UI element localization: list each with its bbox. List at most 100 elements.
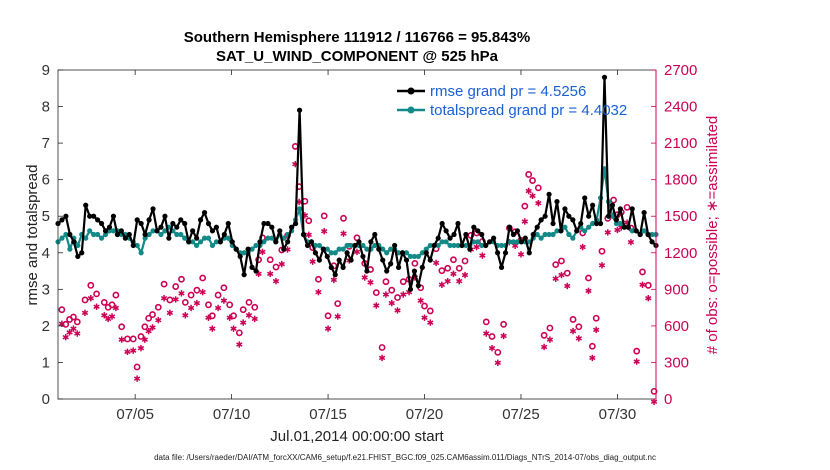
data-layer xyxy=(55,74,659,405)
asterisk-stroke xyxy=(382,292,390,297)
totalspread-point xyxy=(586,224,592,230)
rmse-point xyxy=(617,206,623,212)
obs-possible-marker xyxy=(235,329,243,337)
rmse-point xyxy=(625,224,631,230)
obs-assimilated-marker xyxy=(324,325,332,332)
obs-possible-marker xyxy=(540,331,548,339)
rmse-point xyxy=(328,264,334,270)
totalspread-point xyxy=(182,235,188,241)
totalspread-point xyxy=(364,246,370,252)
obs-assimilated-marker xyxy=(101,312,108,319)
rmse-point xyxy=(586,213,592,219)
asterisk-stroke xyxy=(479,253,486,258)
asterisk-stroke xyxy=(627,239,635,245)
rmse-point xyxy=(518,239,524,245)
y-axis-right-label: # of obs: o=possible; ∗=assimilated xyxy=(704,116,721,355)
obs-possible-marker xyxy=(340,214,347,222)
asterisk-stroke xyxy=(546,337,554,342)
obs-possible-marker xyxy=(529,177,536,184)
totalspread-point xyxy=(265,235,271,241)
rmse-point xyxy=(356,239,362,245)
totalspread-point xyxy=(178,231,184,238)
obs-possible-marker xyxy=(199,274,207,282)
asterisk-stroke xyxy=(494,360,501,366)
obs-possible-marker xyxy=(181,298,189,306)
y-right-tick-label: 2100 xyxy=(664,135,697,152)
rmse-point xyxy=(558,228,564,234)
totalspread-point xyxy=(197,239,204,245)
y-right-tick-label: 1800 xyxy=(664,172,697,189)
totalspread-point xyxy=(194,242,200,249)
rmse-point xyxy=(411,268,418,274)
asterisk-stroke xyxy=(575,336,583,341)
rmse-point xyxy=(376,246,382,252)
asterisk-stroke xyxy=(309,259,316,264)
rmse-point xyxy=(368,239,374,245)
obs-assimilated-marker xyxy=(130,347,137,354)
totalspread-point xyxy=(150,228,156,234)
obs-assimilated-marker xyxy=(456,277,463,285)
asterisk-stroke xyxy=(461,272,469,278)
rmse-point xyxy=(75,253,81,260)
obs-assimilated-marker xyxy=(400,291,407,298)
obs-possible-marker xyxy=(239,306,247,314)
rmse-point xyxy=(277,228,283,234)
obs-possible-marker xyxy=(426,307,434,315)
obs-possible-marker xyxy=(378,344,386,351)
obs-assimilated-marker xyxy=(87,295,94,302)
obs-possible-marker xyxy=(411,259,419,267)
asterisk-stroke xyxy=(101,313,108,318)
totalspread-point xyxy=(439,239,445,245)
x-tick-label: 07/15 xyxy=(309,406,347,423)
rmse-point xyxy=(597,220,604,227)
rmse-point xyxy=(506,224,513,230)
totalspread-point xyxy=(582,228,588,234)
rmse-point xyxy=(467,246,473,252)
obs-possible-marker xyxy=(482,318,490,326)
rmse-point xyxy=(388,261,394,267)
obs-possible-marker xyxy=(315,275,322,283)
asterisk-stroke xyxy=(112,305,120,311)
obs-possible-marker xyxy=(650,387,658,395)
rmse-point xyxy=(324,253,330,260)
asterisk-stroke xyxy=(251,316,258,322)
asterisk-stroke xyxy=(278,261,285,267)
totalspread-point xyxy=(348,242,354,249)
obs-assimilated-marker xyxy=(334,313,341,320)
totalspread-point xyxy=(360,242,366,249)
totalspread-point xyxy=(613,220,619,227)
obs-assimilated-marker xyxy=(240,319,247,326)
totalspread-point xyxy=(570,235,576,241)
y-right-tick-label: 1200 xyxy=(664,245,697,262)
rmse-point xyxy=(162,213,168,219)
asterisk-stroke xyxy=(450,271,457,277)
asterisk-stroke xyxy=(193,300,201,306)
obs-assimilated-marker xyxy=(427,319,434,326)
obs-possible-marker xyxy=(220,284,228,292)
rmse-point xyxy=(178,217,184,223)
obs-possible-marker xyxy=(488,333,496,340)
legend: rmse grand pr = 4.5256 totalspread grand… xyxy=(397,83,627,119)
totalspread-point xyxy=(344,242,350,249)
obs-possible-marker xyxy=(534,184,542,192)
rmse-point xyxy=(194,235,200,241)
obs-assimilated-marker xyxy=(66,329,73,336)
asterisk-stroke xyxy=(361,275,368,280)
x-axis: 07/05 07/10 07/15 07/20 07/25 07/30 xyxy=(116,70,636,423)
totalspread-point xyxy=(98,235,105,241)
asterisk-stroke xyxy=(226,315,233,320)
obs-possible-marker xyxy=(563,269,571,277)
obs-assimilated-marker xyxy=(259,248,266,256)
chart-title-line1: Southern Hemisphere 111912 / 116766 = 95… xyxy=(184,29,530,46)
asterisk-stroke xyxy=(315,289,322,295)
rmse-point xyxy=(63,213,69,219)
obs-assimilated-marker xyxy=(589,354,596,362)
asterisk-stroke xyxy=(353,249,361,255)
totalspread-point xyxy=(146,231,152,238)
obs-assimilated-marker xyxy=(579,243,586,251)
rmse-point xyxy=(209,228,216,234)
obs-assimilated-marker xyxy=(500,332,507,340)
x-tick-label: 07/25 xyxy=(502,406,540,423)
totalspread-point xyxy=(261,239,267,245)
obs-assimilated-marker xyxy=(421,314,428,321)
